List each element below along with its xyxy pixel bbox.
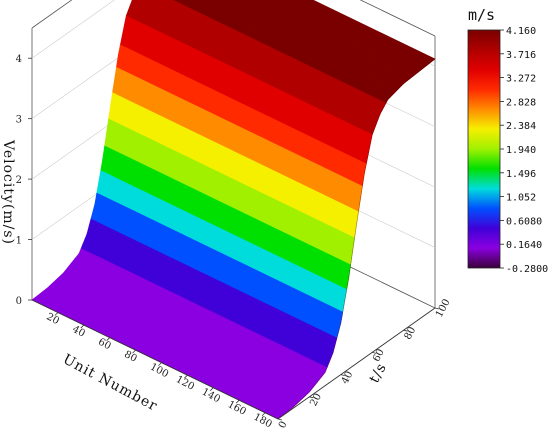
x-tick-mark bbox=[80, 324, 85, 329]
x-tick-mark bbox=[184, 374, 188, 379]
x-tick-label: 20 bbox=[44, 311, 60, 327]
colorbar-tick-label: 2.384 bbox=[506, 121, 536, 132]
x-tick-mark bbox=[209, 387, 214, 391]
colorbar-ticks: 4.160 3.716 3.272 2.828 2.384 1.940 1.496 1.052… bbox=[500, 26, 548, 275]
t-tick-mark bbox=[277, 418, 283, 421]
colorbar-tick-label: 3.272 bbox=[506, 74, 536, 85]
colorbar: m/s 4.160 3.716 3.272 2.828 2.384 1.940 1.496 1… bbox=[467, 6, 548, 275]
t-tick-mark bbox=[434, 307, 440, 310]
colorbar-tick-label: 1.940 bbox=[506, 145, 536, 156]
t-tick-mark bbox=[372, 352, 377, 354]
velocity-tick-label: 1 bbox=[16, 236, 22, 247]
x-tick-mark bbox=[158, 362, 162, 366]
colorbar-tick-label: 0.1640 bbox=[506, 240, 542, 251]
velocity-tick-label: 0 bbox=[16, 296, 22, 307]
x-tick-label: 80 bbox=[122, 349, 138, 365]
x-tick-label: 40 bbox=[70, 324, 86, 340]
surface-edge bbox=[277, 58, 436, 420]
velocity-tick-label: 3 bbox=[16, 115, 22, 126]
axis-box-edge bbox=[359, 0, 436, 37]
t-tick-mark bbox=[340, 374, 345, 376]
colorbar-tick-label: 3.716 bbox=[506, 50, 536, 61]
colorbar-bar bbox=[467, 29, 501, 269]
axis-box-edge bbox=[277, 307, 436, 420]
colorbar-tick-label: 0.6080 bbox=[506, 216, 542, 227]
t-tick-mark bbox=[309, 396, 314, 399]
colorbar-tick-label: 1.052 bbox=[506, 193, 536, 204]
velocity-axis-label: Velocity(m/s) bbox=[0, 139, 16, 245]
colorbar-tick-label: 4.160 bbox=[506, 26, 536, 37]
velocity-surface bbox=[31, 0, 436, 420]
t-tick-label: 0 bbox=[277, 420, 290, 431]
velocity-tick-label: 4 bbox=[16, 54, 22, 65]
axis-box-edge bbox=[31, 0, 73, 29]
x-tick-mark bbox=[132, 349, 136, 354]
t-axis-label: t/s bbox=[366, 360, 390, 386]
velocity-axis-ticks: 0 1 2 3 4 bbox=[16, 54, 32, 307]
t-tick-label: 60 bbox=[371, 347, 387, 363]
axis-box-edge bbox=[31, 299, 279, 420]
colorbar-tick-label: 1.496 bbox=[506, 169, 536, 180]
t-tick-label: 40 bbox=[340, 370, 356, 386]
x-tick-mark bbox=[106, 337, 110, 341]
grid-line bbox=[31, 0, 115, 59]
x-tick-mark bbox=[54, 312, 59, 316]
x-tick-label: 60 bbox=[96, 337, 112, 353]
x-tick-mark bbox=[235, 399, 240, 404]
colorbar-tick-label: 2.828 bbox=[506, 97, 536, 108]
colorbar-tick-label: -0.2800 bbox=[506, 264, 548, 275]
x-tick-mark bbox=[261, 412, 266, 417]
t-tick-label: 100 bbox=[434, 297, 453, 319]
x-axis-label: Unit Number bbox=[60, 351, 160, 414]
t-tick-label: 20 bbox=[308, 392, 324, 408]
colorbar-title: m/s bbox=[468, 6, 495, 24]
velocity-tick-label: 2 bbox=[16, 175, 22, 186]
t-tick-mark bbox=[403, 329, 408, 332]
t-tick-label: 80 bbox=[403, 325, 419, 341]
